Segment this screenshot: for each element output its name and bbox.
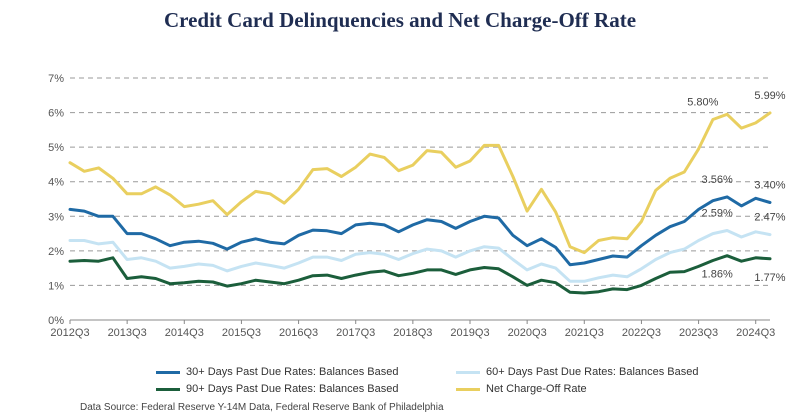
y-tick-label: 6% xyxy=(48,108,64,120)
legend-label: 30+ Days Past Due Rates: Balances Based xyxy=(186,366,399,378)
chart-title: Credit Card Delinquencies and Net Charge… xyxy=(163,8,637,32)
series-line-2 xyxy=(68,254,772,295)
data-label: 1.77% xyxy=(754,272,785,284)
legend-item-60-plus-days: 60+ Days Past Due Rates: Balances Based xyxy=(456,366,698,378)
y-tick-label: 5% xyxy=(48,142,64,154)
x-tick-label: 2012Q3 xyxy=(50,327,89,339)
legend-label: 60+ Days Past Due Rates: Balances Based xyxy=(486,366,699,378)
x-tick-label: 2019Q3 xyxy=(450,327,489,339)
y-tick-label: 4% xyxy=(48,177,64,189)
legend-label: Net Charge-Off Rate xyxy=(486,383,587,395)
data-label: 5.80% xyxy=(687,96,718,108)
series-line-0 xyxy=(68,195,772,267)
y-tick-label: 2% xyxy=(48,246,64,258)
legend-swatch xyxy=(456,387,480,391)
x-tick-label: 2015Q3 xyxy=(222,327,261,339)
line-chart: 0% 1% 2% 3% 4% 5% 6% 7% 2012Q3 2013Q3 2014Q3 2015Q3… xyxy=(48,73,786,339)
series-line-3 xyxy=(68,111,772,255)
data-label: 5.99% xyxy=(754,90,785,102)
legend-item-30-plus-days: 30+ Days Past Due Rates: Balances Based xyxy=(156,366,398,378)
x-tick-label: 2016Q3 xyxy=(279,327,318,339)
data-label: 3.40% xyxy=(754,179,785,191)
data-label: 2.47% xyxy=(754,212,785,224)
y-tick-label: 7% xyxy=(48,73,64,85)
legend-item-90-plus-days: 90+ Days Past Due Rates: Balances Based xyxy=(156,383,398,395)
x-tick-label: 2023Q3 xyxy=(679,327,718,339)
legend-label: 90+ Days Past Due Rates: Balances Based xyxy=(186,383,399,395)
data-label: 3.56% xyxy=(702,174,733,186)
legend-swatch xyxy=(456,370,480,374)
x-tick-label: 2017Q3 xyxy=(336,327,375,339)
x-tick-label: 2024Q3 xyxy=(736,327,775,339)
x-tick-label: 2014Q3 xyxy=(165,327,204,339)
x-tick-label: 2018Q3 xyxy=(393,327,432,339)
y-tick-label: 0% xyxy=(48,315,64,327)
legend-item-net-charge-off: Net Charge-Off Rate xyxy=(456,383,587,395)
legend-swatch xyxy=(156,387,180,391)
legend-swatch xyxy=(156,370,180,374)
series-line-1 xyxy=(68,229,772,283)
x-tick-label: 2013Q3 xyxy=(108,327,147,339)
data-label: 2.59% xyxy=(702,207,733,219)
y-tick-label: 1% xyxy=(48,280,64,292)
y-tick-label: 3% xyxy=(48,211,64,223)
x-tick-label: 2021Q3 xyxy=(565,327,604,339)
x-tick-label: 2022Q3 xyxy=(622,327,661,339)
data-label: 1.86% xyxy=(702,269,733,281)
x-tick-label: 2020Q3 xyxy=(508,327,547,339)
data-source-note: Data Source: Federal Reserve Y-14M Data,… xyxy=(80,402,444,413)
